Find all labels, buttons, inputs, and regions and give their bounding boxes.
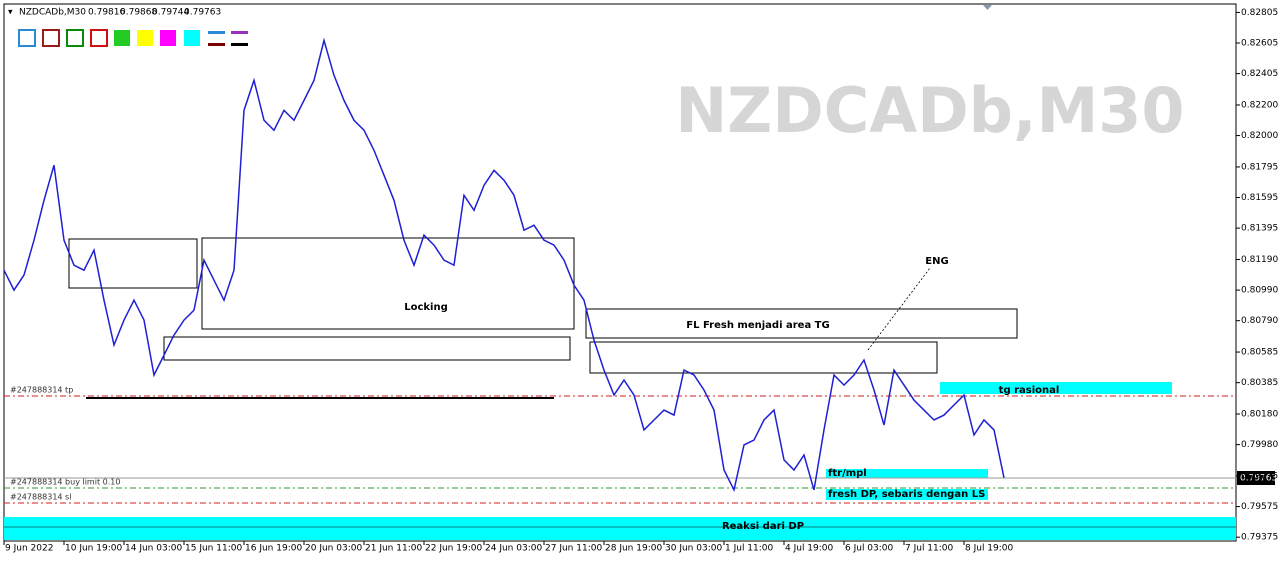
swatch[interactable] bbox=[231, 31, 248, 34]
swatch[interactable] bbox=[184, 30, 200, 46]
swatch[interactable] bbox=[90, 29, 108, 47]
x-tick-label: 22 Jun 19:00 bbox=[425, 544, 482, 554]
x-tick-label: 7 Jul 11:00 bbox=[905, 544, 954, 554]
price-tag bbox=[1237, 471, 1275, 485]
x-tick-label: 4 Jul 19:00 bbox=[785, 544, 834, 554]
zone-reaksi bbox=[4, 517, 1236, 540]
label: tg rasional bbox=[999, 385, 1060, 396]
y-tick-label: 0.80585 bbox=[1241, 348, 1278, 358]
x-tick-label: 24 Jun 03:00 bbox=[485, 544, 542, 554]
y-tick-label: 0.81190 bbox=[1241, 255, 1278, 265]
y-tick-label: 0.81395 bbox=[1241, 224, 1278, 234]
watermark: NZDCADb,M30 bbox=[675, 74, 1184, 147]
label: ftr/mpl bbox=[828, 468, 867, 479]
zone-box bbox=[68, 238, 198, 289]
label: FL Fresh menjadi area TG bbox=[686, 320, 829, 331]
swatch[interactable] bbox=[18, 29, 36, 47]
order-label: #247888314 buy limit 0.10 bbox=[10, 478, 120, 487]
y-tick-label: 0.80385 bbox=[1241, 378, 1278, 388]
x-tick-label: 8 Jul 19:00 bbox=[965, 544, 1014, 554]
x-tick-label: 27 Jun 11:00 bbox=[545, 544, 602, 554]
open: 0.79816 bbox=[88, 8, 125, 18]
x-tick-label: 30 Jun 03:00 bbox=[665, 544, 722, 554]
x-tick-label: 9 Jun 2022 bbox=[5, 544, 53, 554]
zone-box bbox=[163, 336, 571, 361]
menu-arrow[interactable]: ▾ bbox=[8, 8, 13, 18]
x-tick-label: 10 Jun 19:00 bbox=[65, 544, 122, 554]
price-plot bbox=[3, 37, 1005, 493]
swatch[interactable] bbox=[66, 29, 84, 47]
label: fresh DP, sebaris dengan LS bbox=[828, 489, 985, 500]
x-tick-label: 6 Jul 03:00 bbox=[845, 544, 894, 554]
y-tick-label: 0.80990 bbox=[1241, 286, 1278, 296]
color-toolbar bbox=[18, 29, 248, 47]
y-tick-label: 0.82605 bbox=[1241, 39, 1278, 49]
label: Locking bbox=[404, 302, 448, 313]
zone-box bbox=[589, 341, 938, 374]
y-tick-label: 0.79775 bbox=[1241, 471, 1278, 481]
scroll-marker bbox=[983, 5, 992, 10]
swatch[interactable] bbox=[42, 29, 60, 47]
x-tick-label: 16 Jun 19:00 bbox=[245, 544, 302, 554]
label: Reaksi dari DP bbox=[722, 521, 804, 532]
x-tick-label: 20 Jun 03:00 bbox=[305, 544, 362, 554]
y-tick-label: 0.82805 bbox=[1241, 8, 1278, 18]
close: 0.79763 bbox=[184, 8, 221, 18]
zone-box bbox=[585, 308, 1018, 339]
price-line bbox=[3, 37, 1005, 493]
order-label: #247888314 sl bbox=[10, 493, 71, 502]
x-tick-label: 15 Jun 11:00 bbox=[185, 544, 242, 554]
y-tick-label: 0.79375 bbox=[1241, 533, 1278, 543]
zone-ftr bbox=[826, 469, 988, 478]
symbol: NZDCADb,M30 bbox=[19, 8, 86, 18]
low: 0.79744 bbox=[152, 8, 189, 18]
y-tick-label: 0.80790 bbox=[1241, 316, 1278, 326]
x-tick-label: 1 Jul 11:00 bbox=[725, 544, 774, 554]
swatch[interactable] bbox=[231, 43, 248, 46]
swatch[interactable] bbox=[208, 43, 225, 46]
x-tick-label: 28 Jun 19:00 bbox=[605, 544, 662, 554]
y-tick-label: 0.82200 bbox=[1241, 100, 1278, 110]
y-tick-label: 0.82405 bbox=[1241, 69, 1278, 79]
plot-frame bbox=[3, 3, 1237, 542]
swatch[interactable] bbox=[137, 30, 153, 46]
swatch[interactable] bbox=[114, 30, 130, 46]
swatch[interactable] bbox=[160, 30, 176, 46]
y-tick-label: 0.80180 bbox=[1241, 410, 1278, 420]
price-tag-label: 0.79763 bbox=[1240, 474, 1277, 484]
y-tick-label: 0.79575 bbox=[1241, 502, 1278, 512]
order-label: #247888314 tp bbox=[10, 386, 73, 395]
x-tick-label: 21 Jun 11:00 bbox=[365, 544, 422, 554]
label: ENG bbox=[925, 256, 948, 267]
y-tick-label: 0.79980 bbox=[1241, 440, 1278, 450]
eng-pointer bbox=[867, 267, 931, 351]
y-tick-label: 0.82000 bbox=[1241, 131, 1278, 141]
high: 0.79868 bbox=[120, 8, 157, 18]
zone-fresh bbox=[826, 489, 988, 500]
y-tick-label: 0.81595 bbox=[1241, 193, 1278, 203]
swatch[interactable] bbox=[208, 31, 225, 34]
x-tick-label: 14 Jun 03:00 bbox=[125, 544, 182, 554]
y-tick-label: 0.81795 bbox=[1241, 162, 1278, 172]
zone-tg bbox=[940, 382, 1172, 394]
